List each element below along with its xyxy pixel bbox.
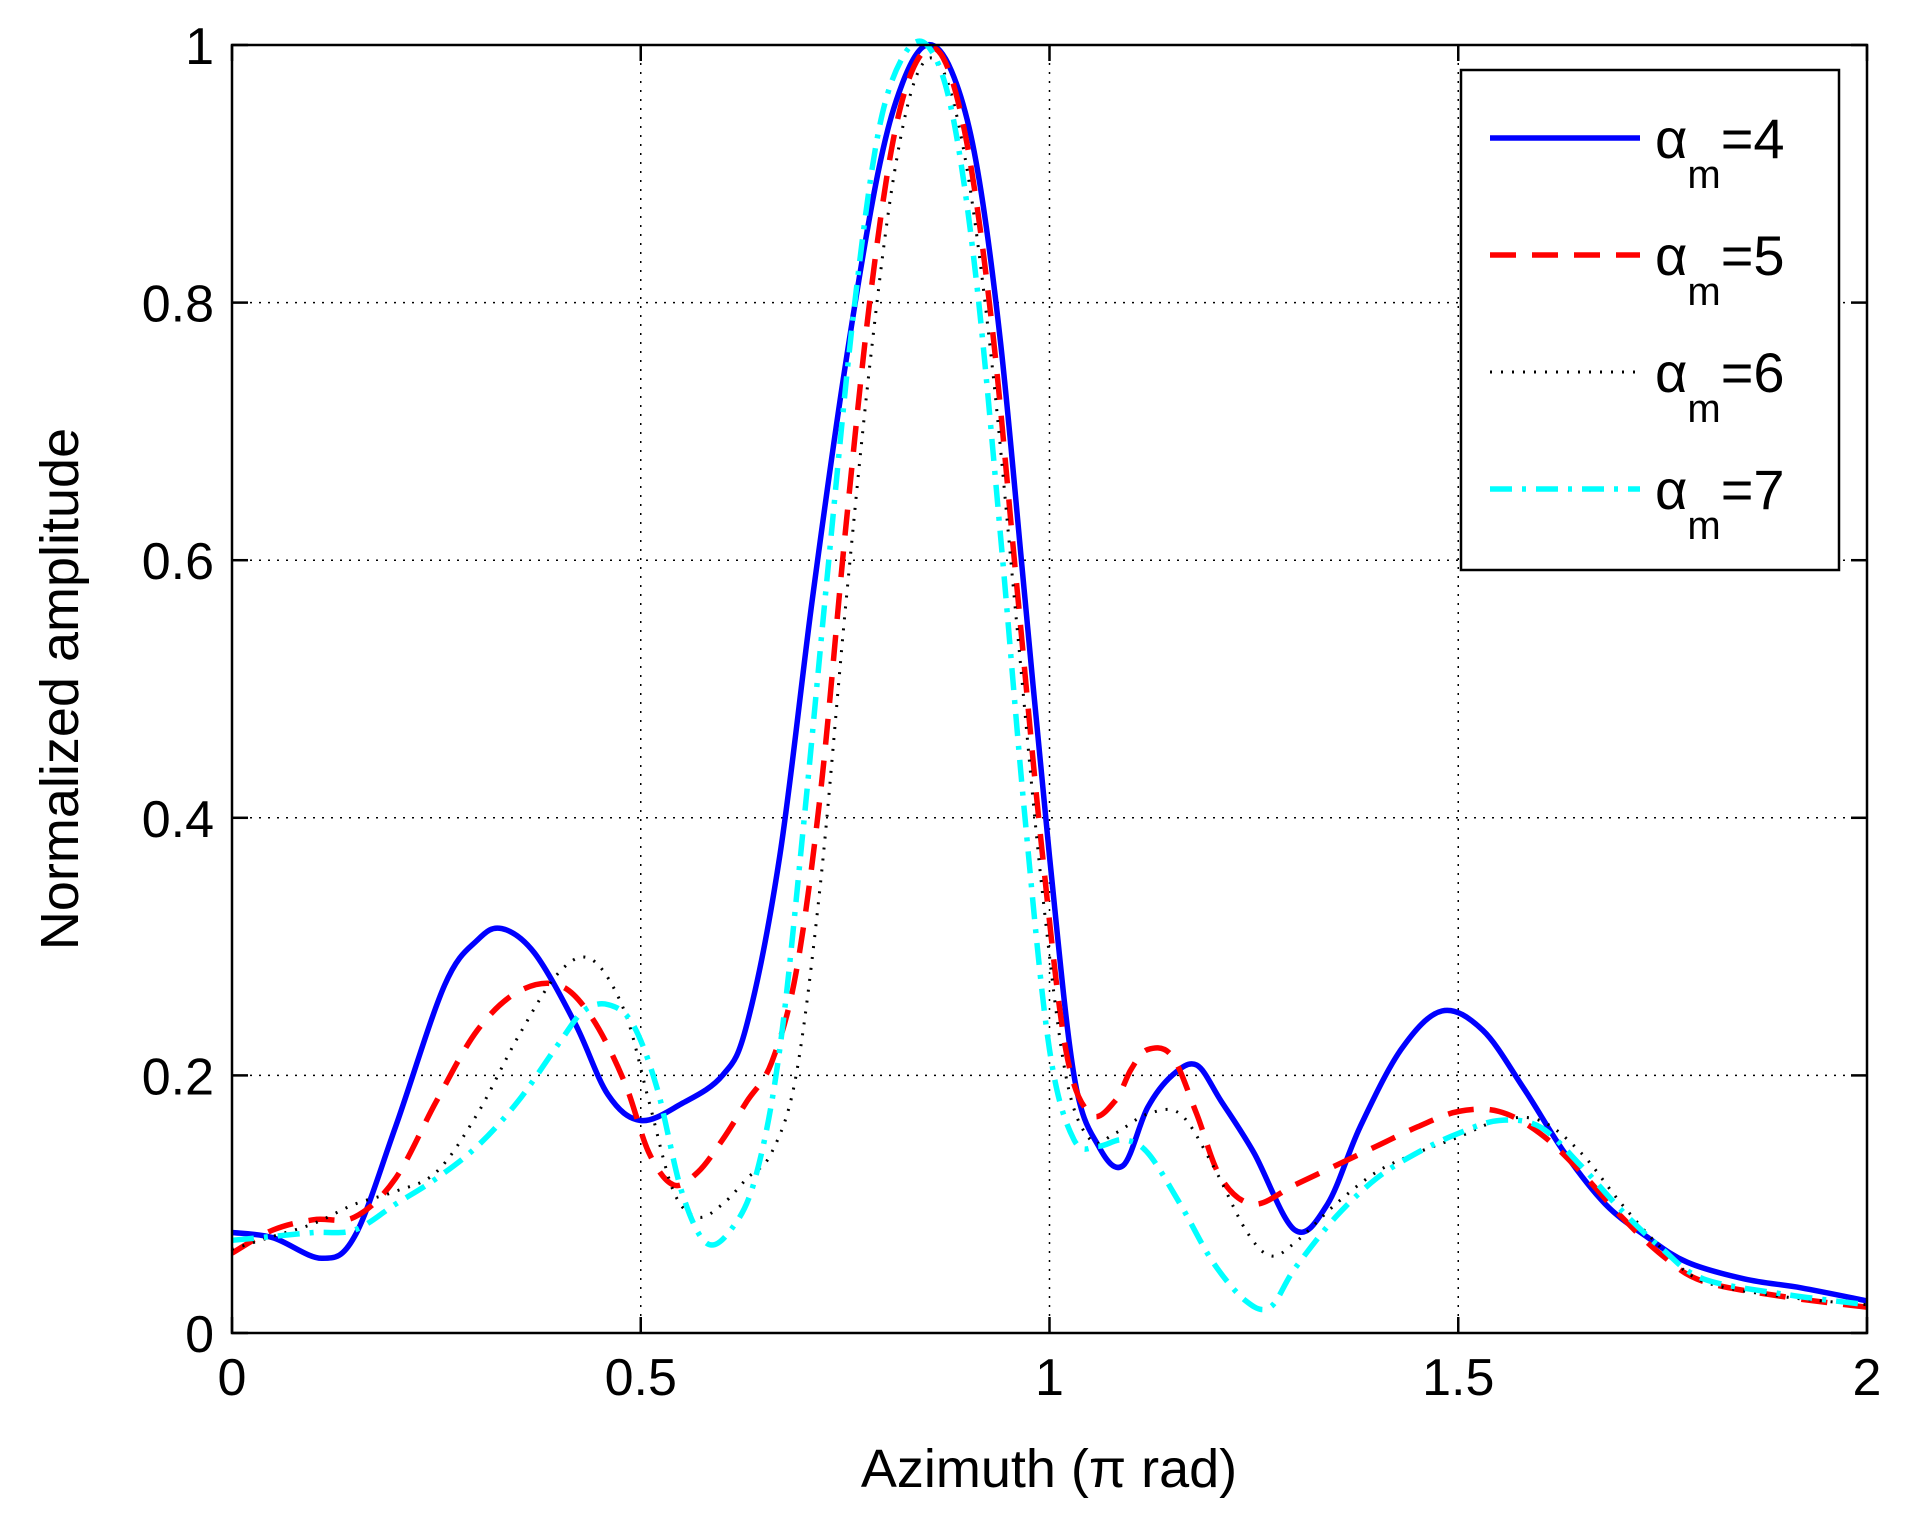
x-axis-label: Azimuth (π rad) — [861, 1439, 1237, 1499]
x-tick-label: 0 — [218, 1349, 247, 1407]
legend-symbol: α — [1655, 107, 1687, 170]
x-tick-label: 0.5 — [605, 1349, 677, 1407]
legend-value: =6 — [1721, 341, 1785, 404]
x-tick-label: 1.5 — [1422, 1349, 1494, 1407]
series-layer — [230, 38, 1868, 1313]
y-tick-label: 1 — [185, 18, 214, 76]
y-tick-label: 0.4 — [142, 791, 214, 849]
legend-symbol: α — [1655, 458, 1687, 521]
legend-symbol: α — [1655, 341, 1687, 404]
legend-value: =7 — [1721, 458, 1785, 521]
legend-subscript: m — [1687, 504, 1720, 548]
legend-subscript: m — [1687, 153, 1720, 197]
legend-label-3: αm=6 — [1655, 341, 1785, 431]
series-line-4 — [231, 38, 1868, 1313]
tick-labels: 0 0.5 1 1.5 2 0 0.2 0.4 0.6 0.8 1 — [142, 18, 1882, 1407]
legend-symbol: α — [1655, 224, 1687, 287]
x-tick-label: 2 — [1853, 1349, 1882, 1407]
legend: αm=4αm=5αm=6αm=7 — [1459, 68, 1841, 572]
axis-ticks — [230, 43, 1869, 1335]
y-axis-label: Normalized amplitude — [30, 428, 90, 950]
legend-label-2: αm=5 — [1655, 224, 1785, 314]
legend-subscript: m — [1687, 387, 1720, 431]
legend-subscript: m — [1687, 270, 1720, 314]
y-tick-label: 0.2 — [142, 1048, 214, 1106]
y-tick-label: 0 — [185, 1306, 214, 1364]
legend-label-1: αm=4 — [1655, 107, 1785, 197]
series-line-1 — [231, 41, 1868, 1304]
y-tick-label: 0.6 — [142, 533, 214, 591]
legend-value: =4 — [1721, 107, 1785, 170]
y-tick-label: 0.8 — [142, 276, 214, 334]
legend-value: =5 — [1721, 224, 1785, 287]
x-tick-label: 1 — [1035, 1349, 1064, 1407]
series-line-2 — [230, 44, 1868, 1310]
legend-label-4: αm=7 — [1655, 458, 1785, 548]
